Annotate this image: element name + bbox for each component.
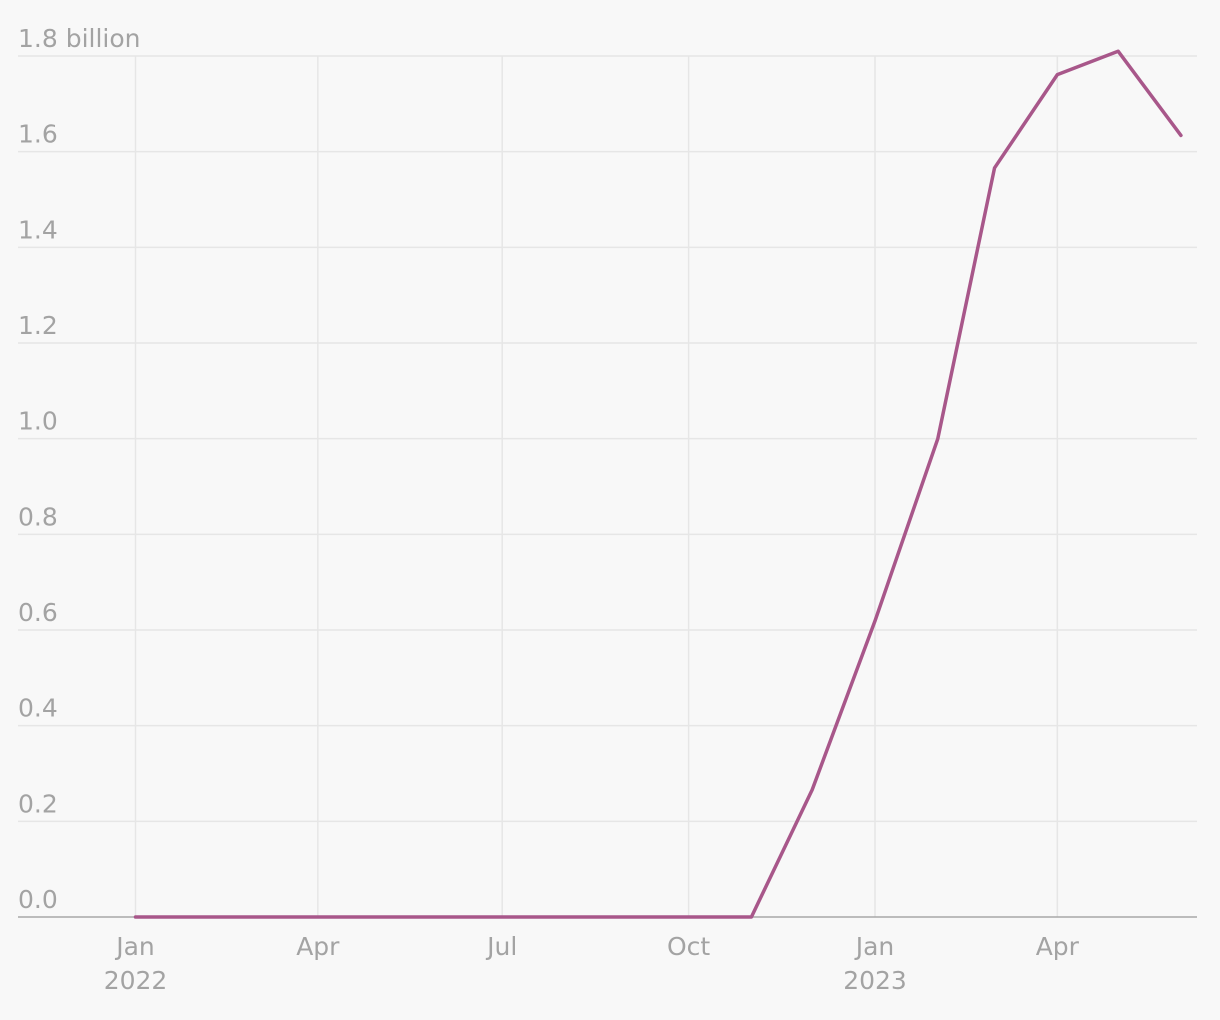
x-tick-label: Jan	[114, 932, 155, 961]
y-tick-label: 1.6	[18, 120, 58, 149]
x-axis-tick-labels: Jan 2022 Apr Jul Oct Jan 2023 Apr	[104, 932, 1080, 995]
x-tick-label: Apr	[296, 932, 340, 961]
y-tick-label: 1.0	[18, 407, 58, 436]
y-gridlines	[18, 55, 1197, 823]
x-tick-label: Jan	[854, 932, 895, 961]
series-line	[133, 49, 1183, 919]
x-tick-year-label: 2023	[843, 966, 907, 995]
y-tick-label: 0.8	[18, 502, 58, 531]
y-tick-label: 0.0	[18, 885, 58, 914]
x-tick-label: Jul	[485, 932, 517, 961]
y-tick-label: 1.8 billion	[18, 24, 141, 53]
x-tick-label: Oct	[667, 932, 710, 961]
y-tick-label: 1.2	[18, 311, 58, 340]
y-tick-label: 0.6	[18, 598, 58, 627]
series-layer	[133, 49, 1183, 919]
y-tick-label: 0.4	[18, 694, 58, 723]
x-gridlines	[134, 56, 1059, 917]
y-axis-tick-labels: 0.0 0.2 0.4 0.6 0.8 1.0 1.2 1.4 1.6 1.8 billion	[18, 24, 141, 914]
x-tick-label: Apr	[1036, 932, 1080, 961]
y-tick-label: 1.4	[18, 215, 58, 244]
x-tick-year-label: 2022	[104, 966, 168, 995]
y-tick-label: 0.2	[18, 789, 58, 818]
